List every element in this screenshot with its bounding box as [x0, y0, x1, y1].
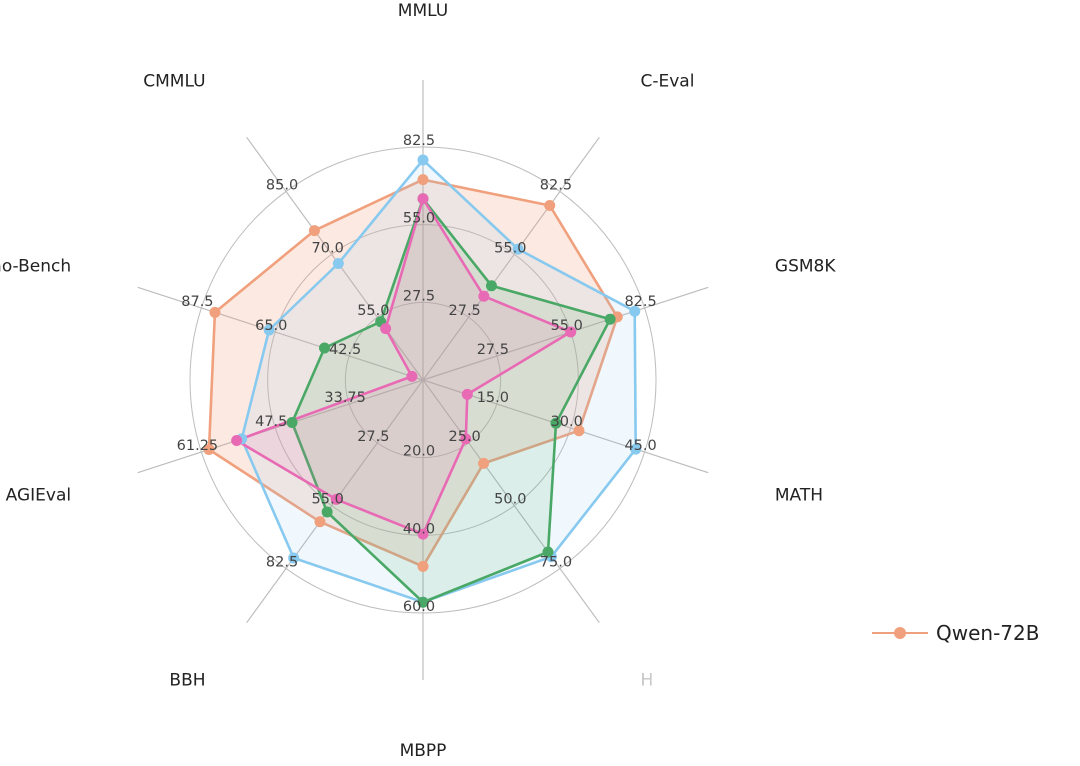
series-4-point	[461, 388, 473, 400]
axis-label: BBH	[169, 670, 205, 690]
series-2-point	[332, 257, 344, 269]
series-3-point	[550, 417, 562, 429]
axis-label: MBPP	[400, 741, 447, 761]
series-2-point	[288, 552, 300, 564]
series-3-point	[286, 417, 298, 429]
series-4-point	[406, 370, 418, 382]
tick-label: 82.5	[403, 133, 435, 149]
axis-label: AGIEval	[6, 485, 71, 505]
tick-label: 20.0	[403, 444, 435, 460]
series-4-point	[565, 326, 577, 338]
series-4-point	[330, 493, 342, 505]
tick-label: 85.0	[266, 177, 298, 193]
series-2-point	[630, 443, 642, 455]
tick-label: 45.0	[624, 438, 656, 454]
series-3-point	[321, 506, 333, 518]
tick-label: 55.0	[312, 492, 344, 508]
tick-label: 87.5	[181, 294, 213, 310]
series-4-point	[478, 290, 490, 302]
series-1-point	[544, 200, 556, 212]
axis-label: MATH	[775, 485, 823, 505]
legend: Qwen-72B	[872, 614, 1039, 652]
tick-label: 27.5	[449, 303, 481, 319]
tick-label: 33.75	[324, 390, 366, 406]
series-1-point	[314, 516, 326, 528]
tick-label: 55.0	[551, 318, 583, 334]
tick-label: 70.0	[312, 240, 344, 256]
series-1-point	[417, 174, 429, 186]
legend-marker-icon	[872, 614, 928, 652]
axis-spoke	[422, 136, 600, 381]
axis-label: Gaokao-Bench	[0, 257, 71, 277]
tick-label: 47.5	[255, 414, 287, 430]
axis-label: GSM8K	[775, 257, 836, 277]
tick-label: 50.0	[494, 492, 526, 508]
axis-label: MMLU	[398, 1, 448, 21]
tick-label: 15.0	[477, 390, 509, 406]
series-2-point	[629, 305, 641, 317]
tick-label: 61.25	[177, 438, 219, 454]
tick-label: 42.5	[329, 342, 361, 358]
tick-label: 82.5	[540, 177, 572, 193]
tick-label: 82.5	[624, 294, 656, 310]
axis-spoke	[246, 136, 424, 381]
tick-label: 75.0	[540, 555, 572, 571]
tick-label: 55.0	[403, 211, 435, 227]
tick-label: 55.0	[357, 303, 389, 319]
series-1-point	[417, 560, 429, 572]
tick-label: 40.0	[403, 521, 435, 537]
series-1-point	[573, 425, 585, 437]
series-3-point	[417, 596, 429, 608]
axis-label: C-Eval	[640, 72, 694, 92]
tick-label: 27.5	[477, 342, 509, 358]
series-1-point	[478, 457, 490, 469]
tick-label: 55.0	[494, 240, 526, 256]
tick-label: 82.5	[266, 555, 298, 571]
tick-label: 25.0	[449, 429, 481, 445]
series-4-point	[417, 193, 429, 205]
tick-label: 65.0	[255, 318, 287, 334]
series-1-point	[308, 225, 320, 237]
series-1-point	[209, 306, 221, 318]
tick-label: 27.5	[403, 288, 435, 304]
legend-label: Qwen-72B	[936, 621, 1040, 645]
tick-label: 30.0	[551, 414, 583, 430]
faded-overlay	[600, 668, 1040, 766]
axis-spoke	[137, 379, 424, 474]
series-4-point	[231, 435, 243, 447]
axis-label: CMMLU	[143, 72, 205, 92]
series-4-point	[460, 433, 472, 445]
series-3-point	[604, 313, 616, 325]
tick-label: 60.0	[403, 599, 435, 615]
series-2-point	[417, 154, 429, 166]
axis-spoke	[422, 379, 600, 624]
series-1-point	[203, 444, 215, 456]
tick-label: 27.5	[357, 429, 389, 445]
series-3-point	[485, 280, 497, 292]
series-3-point	[542, 546, 554, 558]
series-2-point	[263, 324, 275, 336]
series-4-point	[417, 528, 429, 540]
series-3-point	[319, 342, 331, 354]
series-2-point	[512, 243, 524, 255]
axis-spoke	[137, 286, 424, 381]
series-4-point	[380, 323, 392, 335]
